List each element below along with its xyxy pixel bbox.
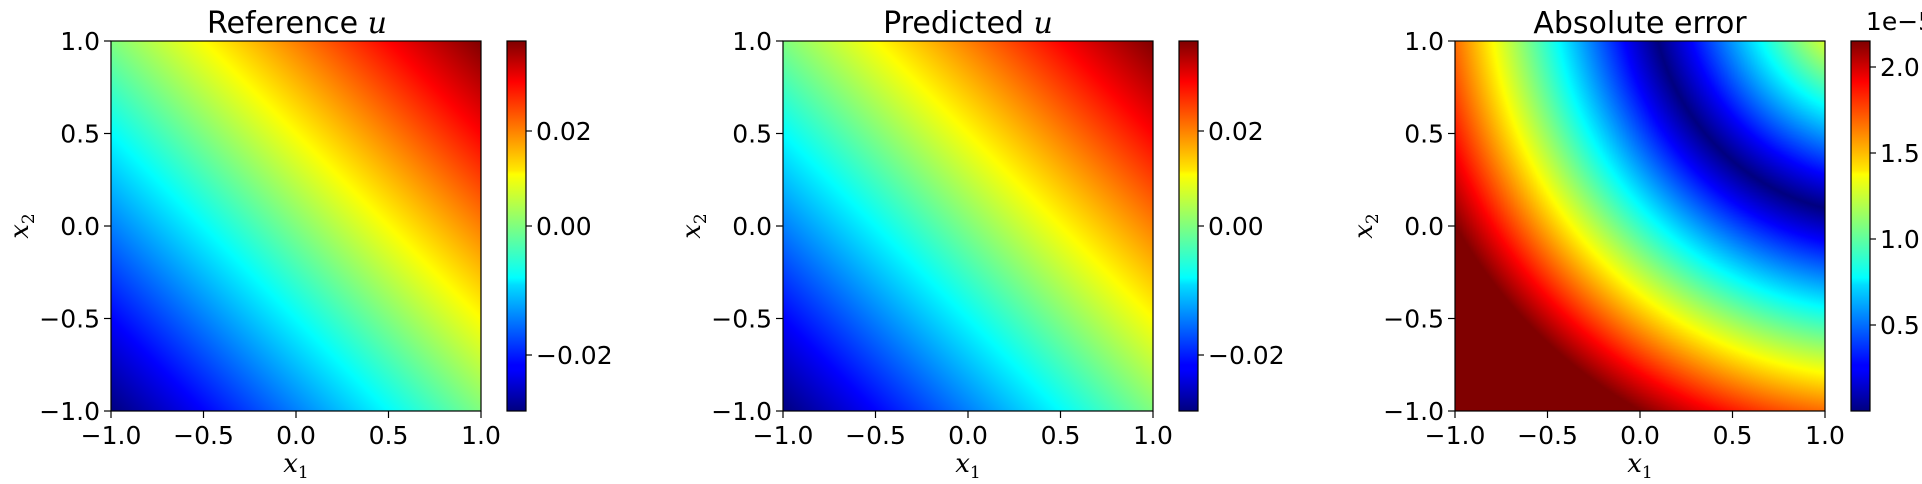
y-tick-label: 0.5: [1404, 120, 1444, 149]
panel-predicted: Predicted u −1.0 −0.5 0.0 0.5 1.0 x1: [677, 6, 1285, 483]
x-tick-label: 0.0: [1620, 421, 1660, 450]
colorbar: −0.02 0.00 0.02: [506, 40, 613, 412]
x-tick-label: 1.0: [1133, 421, 1173, 450]
colorbar-offset-label: 1e−5: [1866, 7, 1922, 36]
y-tick-label: 1.0: [1404, 27, 1444, 56]
x-axis-label: x1: [283, 449, 309, 483]
colorbar-tick-label: 0.5: [1880, 311, 1920, 340]
heatmap-area: [110, 40, 482, 412]
y-axis: −1.0 −0.5 0.0 0.5 1.0 x2: [5, 27, 111, 426]
x-tick-label: 1.0: [1805, 421, 1845, 450]
y-axis-label: x2: [1349, 213, 1383, 239]
heatmap-canvas: [783, 41, 1153, 411]
colorbar-tick-label: 2.0: [1880, 53, 1920, 82]
x-axis-label: x1: [1627, 449, 1653, 483]
panel-reference: Reference u −1.0 −0.5 0.0 0.5 1.0 x1: [5, 6, 613, 483]
colorbar-tick-label: −0.02: [536, 341, 613, 370]
colorbar-tick-label: 0.02: [536, 117, 592, 146]
colorbar-tick-label: 0.00: [1208, 212, 1264, 241]
y-axis-label: x2: [5, 213, 39, 239]
x-tick-label: −0.5: [845, 421, 906, 450]
y-axis: −1.0 −0.5 0.0 0.5 1.0 x2: [677, 27, 783, 426]
heatmap-area: [782, 40, 1154, 412]
y-tick-label: 0.0: [1404, 212, 1444, 241]
colorbar-gradient: [506, 40, 527, 412]
y-axis: −1.0 −0.5 0.0 0.5 1.0 x2: [1349, 27, 1455, 426]
y-axis-label: x2: [677, 213, 711, 239]
y-tick-label: 0.0: [732, 212, 772, 241]
y-tick-label: −0.5: [39, 305, 100, 334]
x-axis-label: x1: [955, 449, 981, 483]
colorbar-gradient: [1178, 40, 1199, 412]
colorbar-tick-label: −0.02: [1208, 341, 1285, 370]
y-tick-label: 0.5: [60, 120, 100, 149]
colorbar-tick-label: 1.0: [1880, 225, 1920, 254]
panel-absolute-error: Absolute error −1.0 −0.5 0.0 0.5 1.0 x1: [1349, 6, 1922, 483]
x-tick-label: 0.5: [369, 421, 409, 450]
x-tick-label: −1.0: [1425, 421, 1486, 450]
x-tick-label: 0.5: [1713, 421, 1753, 450]
x-axis: −1.0 −0.5 0.0 0.5 1.0 x1: [81, 411, 501, 483]
colorbar-tick-label: 0.02: [1208, 117, 1264, 146]
y-tick-label: 1.0: [732, 27, 772, 56]
y-tick-label: 0.5: [732, 120, 772, 149]
heatmap-area: [1454, 40, 1826, 412]
x-tick-label: −1.0: [753, 421, 814, 450]
y-tick-label: 1.0: [60, 27, 100, 56]
y-tick-label: −1.0: [1383, 397, 1444, 426]
colorbar: 0.5 1.0 1.5 2.0 1e−5: [1850, 7, 1922, 412]
x-tick-label: 0.0: [948, 421, 988, 450]
y-tick-label: −1.0: [39, 397, 100, 426]
x-axis: −1.0 −0.5 0.0 0.5 1.0 x1: [1425, 411, 1845, 483]
panel-title: Absolute error: [1533, 6, 1747, 41]
heatmap-canvas: [1455, 41, 1825, 411]
x-tick-label: −0.5: [173, 421, 234, 450]
y-tick-label: −0.5: [1383, 305, 1444, 334]
colorbar-gradient: [1850, 40, 1871, 412]
y-tick-label: −1.0: [711, 397, 772, 426]
panel-title: Reference u: [207, 6, 387, 41]
x-axis: −1.0 −0.5 0.0 0.5 1.0 x1: [753, 411, 1173, 483]
colorbar-tick-label: 0.00: [536, 212, 592, 241]
x-tick-label: 1.0: [461, 421, 501, 450]
colorbar: −0.02 0.00 0.02: [1178, 40, 1285, 412]
x-tick-label: 0.5: [1041, 421, 1081, 450]
panel-title: Predicted u: [883, 6, 1053, 41]
y-tick-label: −0.5: [711, 305, 772, 334]
x-tick-label: 0.0: [276, 421, 316, 450]
x-tick-label: −0.5: [1517, 421, 1578, 450]
x-tick-label: −1.0: [81, 421, 142, 450]
heatmap-canvas: [111, 41, 481, 411]
colorbar-tick-label: 1.5: [1880, 139, 1920, 168]
y-tick-label: 0.0: [60, 212, 100, 241]
